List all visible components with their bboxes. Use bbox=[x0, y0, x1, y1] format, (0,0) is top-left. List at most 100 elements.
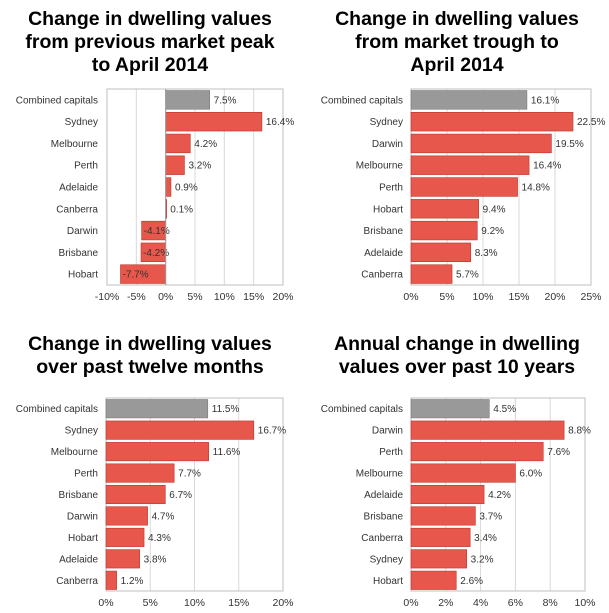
tick-label: 0% bbox=[98, 597, 113, 609]
data-label: 16.4% bbox=[533, 161, 561, 172]
category-label: Brisbane bbox=[59, 490, 99, 501]
category-label: Melbourne bbox=[356, 469, 404, 480]
bar bbox=[165, 177, 172, 197]
tick-label: 10% bbox=[472, 291, 493, 303]
bar bbox=[410, 484, 485, 505]
tick-label: 0% bbox=[403, 291, 418, 303]
data-label: 4.7% bbox=[152, 511, 175, 522]
category-label: Combined capitals bbox=[16, 95, 98, 106]
bar bbox=[410, 177, 518, 197]
title-line: Change in dwelling values bbox=[335, 8, 579, 30]
category-label: Perth bbox=[74, 161, 98, 172]
category-label: Combined capitals bbox=[321, 404, 403, 415]
title-line: Annual change in dwelling bbox=[334, 333, 580, 355]
chart-panel-ten-years: Annual change in dwelling values over pa… bbox=[305, 306, 609, 613]
data-label: 3.7% bbox=[479, 511, 502, 522]
category-label: Darwin bbox=[67, 511, 98, 522]
category-label: Darwin bbox=[372, 139, 403, 150]
tick-label: 10% bbox=[214, 291, 235, 303]
category-label: Adelaide bbox=[59, 554, 98, 565]
category-label: Combined capitals bbox=[321, 95, 403, 106]
data-label: 1.2% bbox=[121, 576, 144, 587]
tick-label: 20% bbox=[272, 597, 293, 609]
tick-label: -5% bbox=[127, 291, 146, 303]
data-label: 0.9% bbox=[175, 183, 198, 194]
category-label: Hobart bbox=[68, 533, 98, 544]
data-label: 16.1% bbox=[531, 95, 559, 106]
plot-area bbox=[106, 88, 284, 286]
bar bbox=[165, 155, 185, 175]
title-line: Change in dwelling values bbox=[28, 333, 272, 355]
data-label: 3.2% bbox=[188, 161, 211, 172]
category-label: Canberra bbox=[56, 576, 98, 587]
bar bbox=[105, 442, 209, 462]
data-label: 9.2% bbox=[481, 226, 504, 237]
data-label: 22.5% bbox=[577, 117, 605, 128]
bar bbox=[105, 549, 140, 569]
bar bbox=[410, 242, 472, 262]
category-label: Hobart bbox=[68, 270, 98, 281]
data-label: 11.6% bbox=[213, 447, 241, 458]
category-label: Brisbane bbox=[364, 511, 404, 522]
data-label: 9.4% bbox=[483, 204, 506, 215]
chart-title: Change in dwelling values from market tr… bbox=[305, 8, 609, 77]
data-label: 6.0% bbox=[519, 469, 542, 480]
data-label: 19.5% bbox=[555, 139, 583, 150]
bar bbox=[410, 155, 530, 175]
bar bbox=[105, 420, 255, 440]
bar bbox=[165, 112, 263, 132]
data-label: 4.5% bbox=[493, 404, 516, 415]
tick-label: 6% bbox=[508, 597, 523, 609]
data-label: 11.5% bbox=[212, 404, 240, 415]
bar bbox=[410, 133, 552, 154]
bar-combined-capitals bbox=[410, 399, 490, 419]
tick-label: -10% bbox=[95, 291, 120, 303]
bar bbox=[105, 506, 148, 526]
bar bbox=[410, 220, 478, 241]
bar bbox=[410, 463, 516, 483]
bar-combined-capitals bbox=[105, 399, 209, 419]
data-label: 2.6% bbox=[460, 576, 483, 587]
tick-label: 5% bbox=[439, 291, 454, 303]
data-label: 8.3% bbox=[475, 248, 498, 259]
chart-panel-twelve-months: Change in dwelling values over past twel… bbox=[0, 306, 300, 613]
tick-label: 15% bbox=[243, 291, 264, 303]
category-label: Brisbane bbox=[59, 248, 99, 259]
data-label: 3.2% bbox=[471, 554, 494, 565]
bar bbox=[410, 527, 471, 547]
data-label: 7.5% bbox=[214, 95, 237, 106]
bar bbox=[105, 463, 175, 483]
data-label: 3.8% bbox=[144, 554, 167, 565]
data-label: 4.2% bbox=[194, 139, 217, 150]
title-line: from previous market peak bbox=[25, 31, 275, 53]
chart-title: Change in dwelling values from previous … bbox=[0, 8, 300, 77]
category-label: Adelaide bbox=[364, 490, 403, 501]
category-label: Adelaide bbox=[59, 183, 98, 194]
category-label: Perth bbox=[379, 183, 403, 194]
category-label: Melbourne bbox=[51, 447, 99, 458]
data-label: -4.2% bbox=[143, 248, 169, 259]
tick-label: 4% bbox=[473, 597, 488, 609]
bar bbox=[410, 112, 574, 132]
tick-label: 25% bbox=[580, 291, 601, 303]
category-label: Hobart bbox=[373, 576, 403, 587]
title-line: over past twelve months bbox=[36, 356, 264, 378]
data-label: 8.8% bbox=[568, 426, 591, 437]
tick-label: 10% bbox=[184, 597, 205, 609]
title-line: from market trough to bbox=[355, 31, 559, 53]
data-label: -4.1% bbox=[144, 226, 170, 237]
tick-label: 0% bbox=[403, 597, 418, 609]
category-label: Sydney bbox=[370, 117, 403, 128]
bar-chart-trough: Combined capitals 16.1% Sydney 22.5% Darwin 1… bbox=[321, 88, 605, 303]
bar-chart-twelve-months: Combined capitals 11.5% Sydney 16.7% Melbour… bbox=[16, 397, 294, 609]
data-label: 6.7% bbox=[169, 490, 192, 501]
data-label: 4.3% bbox=[148, 533, 171, 544]
bar-chart-peak: Combined capitals 7.5% Sydney 16.4% Melbourn… bbox=[16, 88, 294, 303]
chart-panel-trough: Change in dwelling values from market tr… bbox=[305, 0, 609, 306]
tick-label: 15% bbox=[228, 597, 249, 609]
data-label: 16.7% bbox=[258, 426, 286, 437]
tick-label: 5% bbox=[143, 597, 158, 609]
chart-title: Change in dwelling values over past twel… bbox=[0, 333, 300, 379]
category-label: Melbourne bbox=[356, 161, 404, 172]
bar bbox=[105, 484, 166, 505]
